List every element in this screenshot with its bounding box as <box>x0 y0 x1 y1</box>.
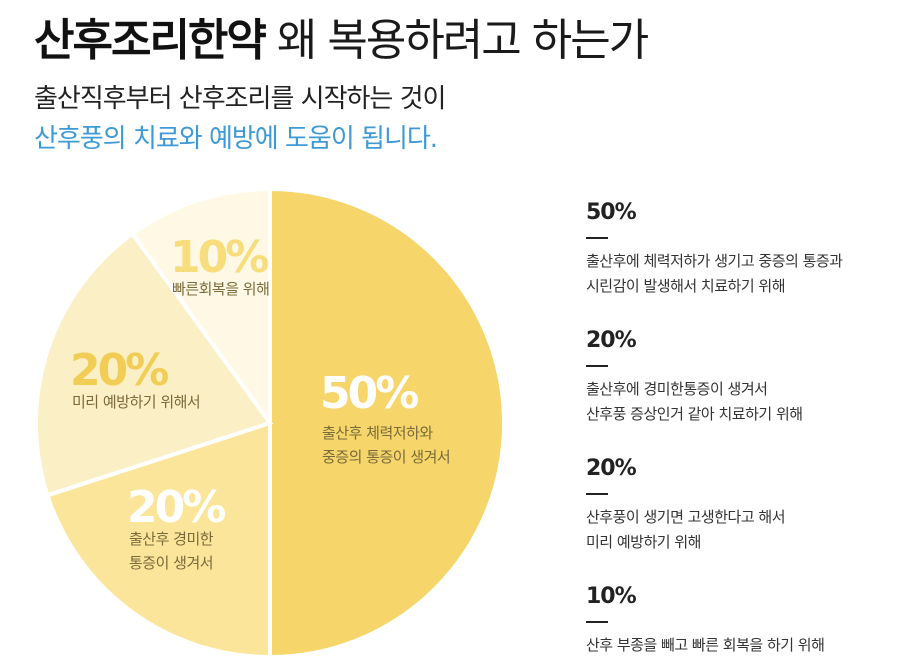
title-bold: 산후조리한약 <box>34 15 267 66</box>
slice-desc-label: 출산후 경미한 <box>129 530 214 548</box>
legend-pct: 20% <box>586 456 637 481</box>
legend-desc-line: 시린감이 발생해서 치료하기 위해 <box>586 277 786 295</box>
legend-item-3: 20% 산후풍이 생기면 고생한다고 해서 미리 예방하기 위해 <box>586 456 786 555</box>
slice-percent-label: 20% <box>70 345 168 396</box>
legend-item-4: 10% 산후 부종을 빼고 빠른 회복을 하기 위해 <box>586 584 825 658</box>
legend-desc-line: 산후 부종을 빼고 빠른 회복을 하기 위해 <box>586 636 825 654</box>
pie-slice <box>34 230 274 498</box>
pie-slice <box>268 186 506 660</box>
slice-desc-label: 중증의 통증이 생겨서 <box>322 448 450 466</box>
slice-desc-label: 출산후 체력저하와 <box>322 424 433 442</box>
legend-item-1: 50% 출산후에 체력저하가 생기고 중증의 통증과 시린감이 발생해서 치료하… <box>586 200 843 299</box>
pie-slice <box>44 420 272 660</box>
title-rest: 왜 복용하려고 하는가 <box>276 15 649 66</box>
slice-percent-label: 10% <box>170 232 268 283</box>
subtitle-line1: 출산직후부터 산후조리를 시작하는 것이 <box>34 84 446 114</box>
legend-desc-line: 산후풍이 생기면 고생한다고 해서 <box>586 508 786 526</box>
slice-percent-label: 20% <box>127 482 225 533</box>
page-title: 산후조리한약 왜 복용하려고 하는가 <box>34 6 649 76</box>
slice-desc-label: 통증이 생겨서 <box>129 554 213 572</box>
legend-pct: 50% <box>586 200 637 225</box>
slice-desc-label: 빠른회복을 위해 <box>172 280 269 298</box>
slice-percent-label: 50% <box>320 368 418 419</box>
legend-divider <box>586 621 608 623</box>
slice-desc-label: 미리 예방하기 위해서 <box>72 393 200 411</box>
legend-pct: 10% <box>586 584 637 609</box>
legend-desc-line: 출산후에 체력저하가 생기고 중증의 통증과 <box>586 252 843 270</box>
legend-desc-line: 미리 예방하기 위해 <box>586 533 701 551</box>
legend-divider <box>586 493 608 495</box>
legend-item-2: 20% 출산후에 경미한통증이 생겨서 산후풍 증상인거 같아 치료하기 위해 <box>586 328 803 427</box>
legend-desc-line: 산후풍 증상인거 같아 치료하기 위해 <box>586 405 803 423</box>
legend-desc-line: 출산후에 경미한통증이 생겨서 <box>586 380 768 398</box>
subtitle-line2: 산후풍의 치료와 예방에 도움이 됩니다. <box>34 124 438 154</box>
legend-pct: 20% <box>586 328 637 353</box>
legend-divider <box>586 365 608 367</box>
legend-divider <box>586 237 608 239</box>
pie-slice <box>129 186 272 430</box>
